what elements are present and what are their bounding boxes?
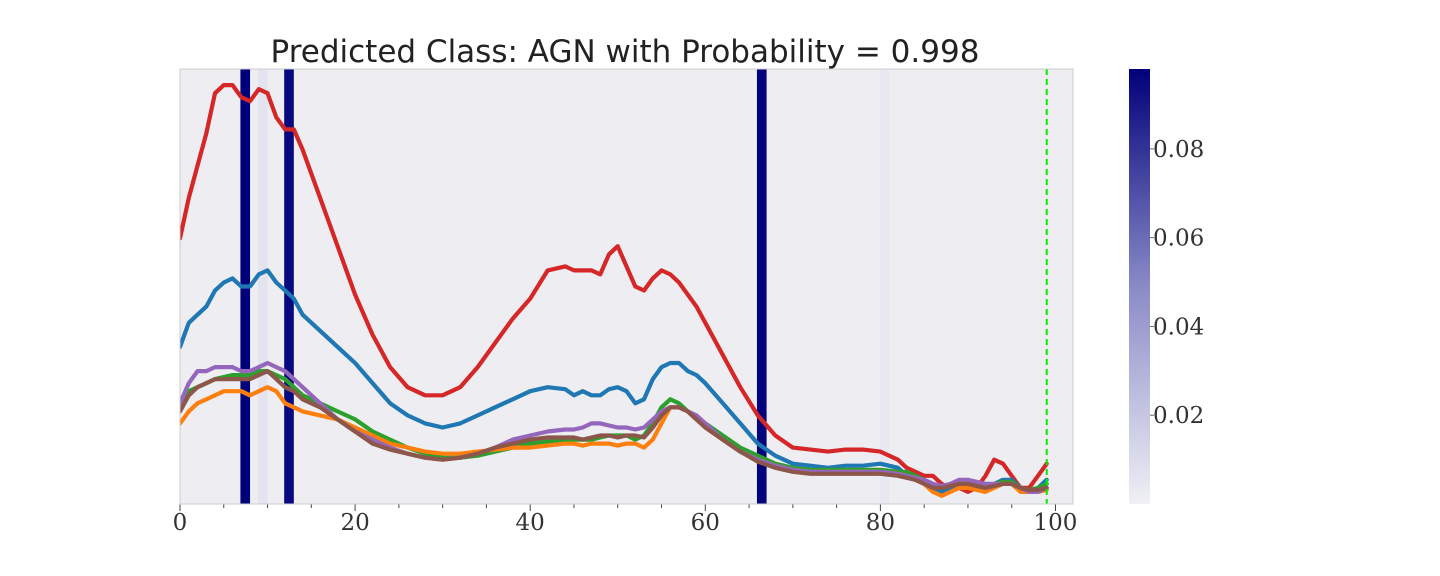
attention-band-1 <box>257 69 268 504</box>
attention-band-2 <box>284 69 294 504</box>
colorbar-tick-label: 0.04 <box>1153 314 1204 340</box>
colorbar: 0.02 0.04 0.06 0.08 <box>1129 69 1204 504</box>
series-line-0 <box>180 83 1049 494</box>
x-tick-label: 60 <box>691 510 720 536</box>
colorbar-gradient <box>1129 69 1150 504</box>
attention-band-4 <box>879 69 890 504</box>
series-line-1 <box>180 268 1049 494</box>
plot-frame <box>179 68 1074 505</box>
series-line-5 <box>180 369 1049 492</box>
series-line-3 <box>180 385 1049 498</box>
x-tick-label: 40 <box>516 510 545 536</box>
x-tick-label: 20 <box>340 510 369 536</box>
attention-band-3 <box>756 69 767 504</box>
chart-title: Predicted Class: AGN with Probability = … <box>271 34 980 70</box>
x-axis: 0 20 40 60 80 100 <box>173 504 1078 536</box>
colorbar-ticks: 0.02 0.04 0.06 0.08 <box>1150 137 1204 429</box>
series-lines <box>180 83 1049 498</box>
x-tick-label: 80 <box>866 510 895 536</box>
x-tick-label: 100 <box>1034 510 1078 536</box>
x-tick-label: 0 <box>173 510 188 536</box>
colorbar-tick-label: 0.08 <box>1153 137 1204 163</box>
colorbar-tick-label: 0.06 <box>1153 226 1204 252</box>
series-line-4 <box>180 360 1049 494</box>
plot-area <box>180 69 1073 504</box>
colorbar-tick-label: 0.02 <box>1153 403 1204 429</box>
